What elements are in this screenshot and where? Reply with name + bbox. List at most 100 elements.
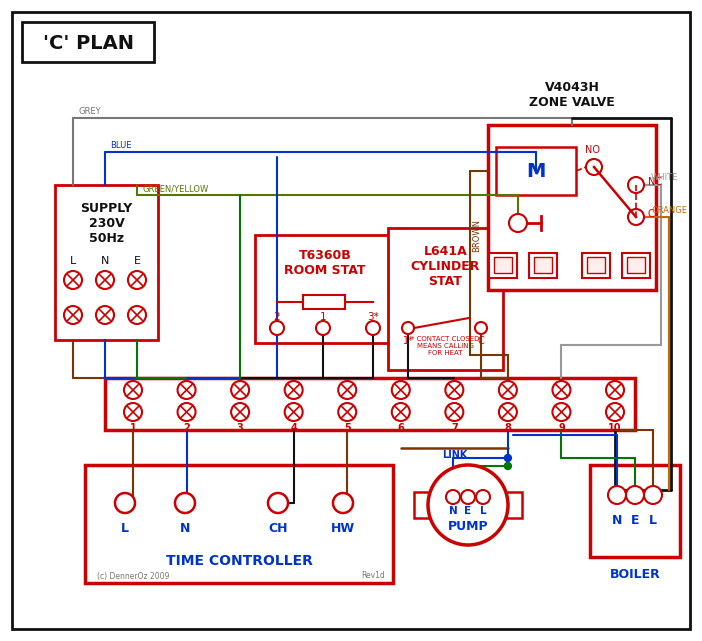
Bar xyxy=(587,257,605,273)
Bar xyxy=(534,257,552,273)
Bar xyxy=(622,253,650,278)
Circle shape xyxy=(178,381,196,399)
Circle shape xyxy=(505,454,511,462)
Text: NO: NO xyxy=(585,145,600,155)
Text: (c) DennerOz 2009: (c) DennerOz 2009 xyxy=(97,572,169,581)
Text: N: N xyxy=(612,515,622,528)
Circle shape xyxy=(628,177,644,193)
Circle shape xyxy=(608,486,626,504)
Text: * CONTACT CLOSED
MEANS CALLING
FOR HEAT: * CONTACT CLOSED MEANS CALLING FOR HEAT xyxy=(411,336,479,356)
Text: GREY: GREY xyxy=(78,107,100,116)
Circle shape xyxy=(446,490,460,504)
Circle shape xyxy=(606,381,624,399)
Circle shape xyxy=(124,403,142,421)
Circle shape xyxy=(268,493,288,513)
Text: 3: 3 xyxy=(237,423,244,433)
Bar xyxy=(627,257,645,273)
Text: T6360B
ROOM STAT: T6360B ROOM STAT xyxy=(284,249,366,277)
Circle shape xyxy=(338,403,356,421)
Text: L: L xyxy=(121,522,129,535)
Bar xyxy=(488,125,656,290)
Circle shape xyxy=(499,403,517,421)
Circle shape xyxy=(428,465,508,545)
Text: 10: 10 xyxy=(608,423,622,433)
Text: BLUE: BLUE xyxy=(110,141,131,150)
Text: WHITE: WHITE xyxy=(651,173,678,182)
Text: N: N xyxy=(101,256,110,266)
Circle shape xyxy=(270,321,284,335)
Text: L: L xyxy=(649,515,657,528)
Circle shape xyxy=(366,321,380,335)
Text: 1: 1 xyxy=(130,423,136,433)
Text: E: E xyxy=(465,506,472,516)
Text: BOILER: BOILER xyxy=(609,567,661,581)
Text: C: C xyxy=(648,209,655,219)
Circle shape xyxy=(475,322,487,334)
Circle shape xyxy=(128,306,146,324)
Bar xyxy=(22,22,154,62)
Text: PUMP: PUMP xyxy=(448,520,489,533)
Circle shape xyxy=(552,381,571,399)
Circle shape xyxy=(285,381,303,399)
Text: 3*: 3* xyxy=(367,312,379,322)
Circle shape xyxy=(96,306,114,324)
Text: 8: 8 xyxy=(505,423,511,433)
Circle shape xyxy=(586,159,602,175)
Circle shape xyxy=(128,271,146,289)
Text: L: L xyxy=(479,506,486,516)
Circle shape xyxy=(628,209,644,225)
Text: 5: 5 xyxy=(344,423,350,433)
Circle shape xyxy=(115,493,135,513)
Circle shape xyxy=(552,403,571,421)
Bar xyxy=(388,228,503,370)
Text: 'C' PLAN: 'C' PLAN xyxy=(43,33,133,53)
Bar xyxy=(255,235,395,343)
Circle shape xyxy=(178,403,196,421)
Text: NC: NC xyxy=(648,177,662,187)
Text: 4: 4 xyxy=(291,423,297,433)
Bar xyxy=(582,253,610,278)
Bar xyxy=(55,185,158,340)
Text: N: N xyxy=(449,506,458,516)
Circle shape xyxy=(626,486,644,504)
Circle shape xyxy=(392,403,410,421)
Bar xyxy=(494,257,512,273)
Text: L: L xyxy=(70,256,76,266)
Circle shape xyxy=(64,306,82,324)
Circle shape xyxy=(505,463,511,469)
Circle shape xyxy=(402,322,414,334)
Circle shape xyxy=(461,490,475,504)
Circle shape xyxy=(64,271,82,289)
Circle shape xyxy=(392,381,410,399)
Circle shape xyxy=(285,403,303,421)
Circle shape xyxy=(96,271,114,289)
Text: HW: HW xyxy=(331,522,355,535)
Text: GREEN/YELLOW: GREEN/YELLOW xyxy=(142,184,208,193)
Circle shape xyxy=(231,403,249,421)
Text: 9: 9 xyxy=(558,423,565,433)
Text: CH: CH xyxy=(268,522,288,535)
Text: E: E xyxy=(631,515,640,528)
Text: ORANGE: ORANGE xyxy=(651,206,687,215)
Circle shape xyxy=(509,214,527,232)
Bar xyxy=(414,492,430,518)
Text: L641A
CYLINDER
STAT: L641A CYLINDER STAT xyxy=(411,244,480,288)
Bar xyxy=(85,465,393,583)
Circle shape xyxy=(175,493,195,513)
Circle shape xyxy=(445,403,463,421)
Bar xyxy=(496,147,576,195)
Bar xyxy=(590,465,680,557)
Bar xyxy=(489,253,517,278)
Text: BROWN: BROWN xyxy=(472,219,481,252)
Text: V4043H
ZONE VALVE: V4043H ZONE VALVE xyxy=(529,81,615,109)
Circle shape xyxy=(124,381,142,399)
Text: E: E xyxy=(133,256,140,266)
Text: C: C xyxy=(477,336,484,346)
Text: 6: 6 xyxy=(397,423,404,433)
Text: Rev1d: Rev1d xyxy=(362,572,385,581)
Text: TIME CONTROLLER: TIME CONTROLLER xyxy=(166,554,312,568)
Circle shape xyxy=(476,490,490,504)
Circle shape xyxy=(333,493,353,513)
Text: SUPPLY
230V
50Hz: SUPPLY 230V 50Hz xyxy=(80,201,133,244)
Bar xyxy=(105,378,635,430)
